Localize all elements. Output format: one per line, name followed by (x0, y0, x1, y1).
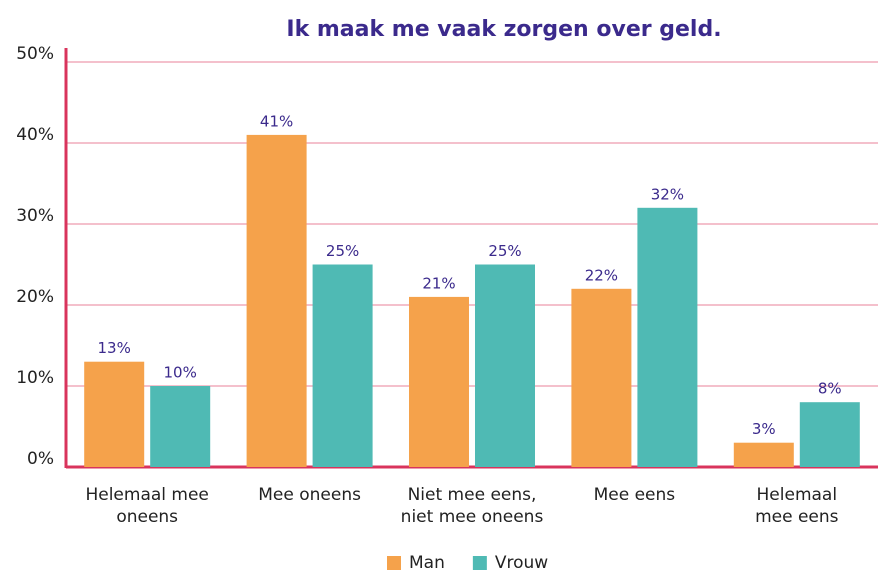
value-label: 10% (164, 364, 197, 382)
y-tick-label: 30% (16, 206, 54, 226)
x-tick-label: Mee eens (593, 485, 676, 505)
bar (409, 296, 469, 467)
x-tick-label: Mee oneens (258, 485, 361, 505)
x-tick-label: Helemaal mee eens (755, 485, 839, 527)
value-label: 25% (326, 242, 359, 260)
value-label: 41% (260, 112, 293, 130)
y-tick-label: 40% (16, 125, 54, 145)
legend-swatch (387, 556, 401, 570)
chart-title: Ik maak me vaak zorgen over geld. (286, 17, 721, 42)
y-tick-label: 20% (16, 287, 54, 307)
legend-label: Vrouw (495, 553, 548, 573)
y-tick-label: 0% (27, 449, 54, 469)
value-label: 3% (752, 420, 776, 438)
value-label: 25% (488, 242, 521, 260)
legend-swatch (472, 556, 487, 570)
value-label: 8% (818, 380, 842, 398)
x-tick-label: Helemaal mee oneens (85, 485, 209, 527)
value-label: 32% (651, 185, 684, 203)
bar (84, 361, 145, 467)
y-tick-label: 50% (16, 44, 54, 64)
value-label: 13% (98, 339, 131, 357)
bar (150, 386, 211, 467)
x-tick-label: Niet mee eens, niet mee oneens (400, 485, 544, 527)
bar (571, 288, 632, 467)
y-tick-label: 10% (16, 368, 54, 388)
bar (312, 264, 373, 467)
bar (637, 207, 698, 468)
legend-label: Man (409, 553, 445, 573)
bar (475, 264, 535, 467)
value-label: 21% (422, 274, 455, 292)
bar (246, 134, 307, 467)
bar (799, 402, 860, 467)
value-label: 22% (585, 266, 618, 284)
bar (733, 442, 794, 467)
